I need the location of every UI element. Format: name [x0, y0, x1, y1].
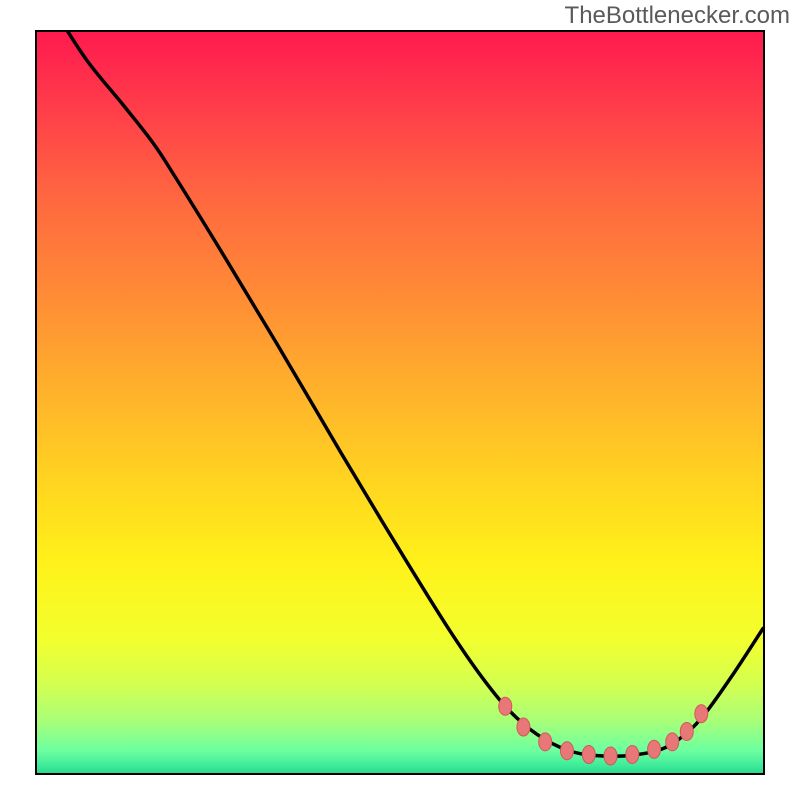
marker-point: [680, 723, 693, 741]
chart-container: TheBottlenecker.com: [0, 0, 800, 800]
watermark-text: TheBottlenecker.com: [565, 2, 790, 30]
marker-point: [626, 745, 639, 763]
marker-point: [695, 705, 708, 723]
marker-point: [499, 697, 512, 715]
marker-point: [560, 742, 573, 760]
curve-layer: [37, 32, 763, 773]
bottleneck-curve: [59, 32, 763, 756]
marker-point: [539, 733, 552, 751]
marker-point: [666, 733, 679, 751]
marker-point: [604, 747, 617, 765]
marker-point: [582, 745, 595, 763]
plot-area: [37, 32, 763, 773]
marker-point: [648, 740, 661, 758]
marker-point: [517, 718, 530, 736]
